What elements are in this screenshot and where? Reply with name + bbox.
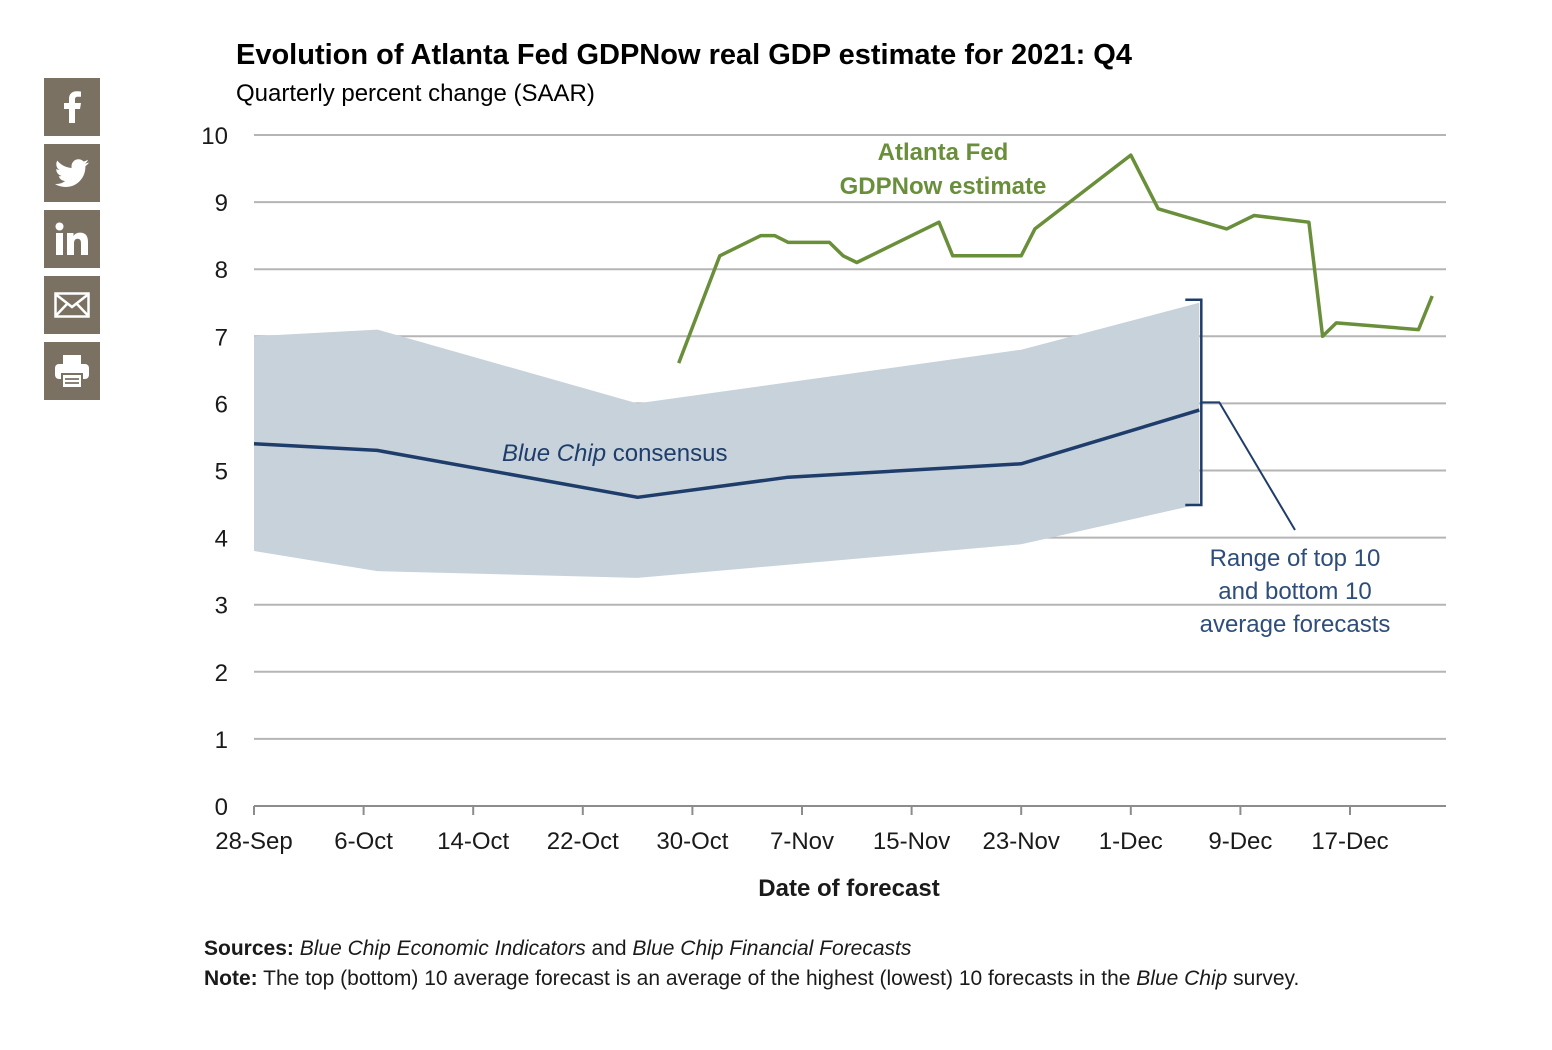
print-button[interactable] (44, 342, 100, 400)
linkedin-share-button[interactable] (44, 210, 100, 268)
gdpnow-label-line: GDPNow estimate (840, 173, 1047, 200)
range-band-area (254, 302, 1200, 578)
consensus-line (253, 408, 1200, 500)
gdpnow-label: Atlanta Fed GDPNow estimate (840, 139, 1047, 200)
share-bar (44, 78, 100, 408)
sources-and: and (585, 937, 633, 960)
x-tick-label: 15-Nov (873, 828, 950, 855)
range-label-line: average forecasts (1200, 611, 1391, 638)
y-tick-label: 1 (215, 727, 228, 754)
range-label-line: Range of top 10 (1210, 545, 1381, 572)
series-lines-layer (253, 153, 1434, 500)
range-label: Range of top 10 and bottom 10 average fore… (1200, 545, 1391, 638)
note-text-1: The top (bottom) 10 average forecast is … (257, 967, 1137, 990)
x-axis-label: Date of forecast (758, 875, 939, 902)
x-tick-label: 14-Oct (437, 828, 509, 855)
sources-line: Sources: Blue Chip Economic Indicators a… (204, 934, 1299, 964)
chart-notes: Sources: Blue Chip Economic Indicators a… (204, 934, 1299, 994)
note-text-2: survey. (1227, 967, 1300, 990)
y-tick-label: 4 (215, 526, 228, 553)
y-tick-label: 2 (215, 660, 228, 687)
x-tick-label: 23-Nov (983, 828, 1060, 855)
sources-text-2: Blue Chip Financial Forecasts (632, 937, 912, 960)
x-tick-label: 7-Nov (770, 828, 834, 855)
y-tick-label: 7 (215, 324, 228, 351)
gdpnow-label-line: Atlanta Fed (878, 139, 1009, 166)
annotations-layer: Atlanta Fed GDPNow estimate Blue Chip cons… (502, 139, 1390, 638)
sources-text-1: Blue Chip Economic Indicators (299, 937, 586, 960)
linkedin-icon (55, 222, 88, 255)
consensus-label: Blue Chip consensus (502, 440, 727, 467)
x-tick-label: 30-Oct (656, 828, 728, 855)
twitter-icon (54, 159, 89, 187)
x-tick-label: 28-Sep (215, 828, 292, 855)
y-axis: 0 1 2 3 4 5 6 7 8 9 10 (201, 123, 228, 821)
y-tick-label: 6 (215, 391, 228, 418)
range-band-layer (254, 298, 1203, 578)
chart-subtitle: Quarterly percent change (SAAR) (236, 80, 595, 107)
y-tick-label: 3 (215, 593, 228, 620)
y-tick-label: 0 (215, 794, 228, 821)
consensus-label-italic: Blue Chip (502, 440, 606, 467)
email-share-button[interactable] (44, 276, 100, 334)
x-tick-label: 6-Oct (334, 828, 393, 855)
range-leader-line (1201, 401, 1296, 531)
x-tick-label: 1-Dec (1099, 828, 1163, 855)
chart-title: Evolution of Atlanta Fed GDPNow real GDP… (236, 39, 1132, 71)
y-tick-label: 9 (215, 190, 228, 217)
sources-label: Sources: (204, 937, 294, 960)
x-tick-label: 9-Dec (1208, 828, 1272, 855)
x-tick-label: 17-Dec (1311, 828, 1388, 855)
note-label: Note: (204, 967, 258, 990)
twitter-share-button[interactable] (44, 144, 100, 202)
x-axis: 28-Sep 6-Oct 14-Oct 22-Oct 30-Oct 7-Nov 15-Nov… (215, 805, 1446, 855)
consensus-label-rest: consensus (606, 440, 727, 467)
email-icon (54, 292, 90, 318)
x-tick-label: 22-Oct (547, 828, 619, 855)
range-label-line: and bottom 10 (1218, 578, 1371, 605)
y-tick-label: 8 (215, 257, 228, 284)
y-tick-label: 10 (201, 123, 228, 150)
y-tick-label: 5 (215, 459, 228, 486)
print-icon (55, 355, 89, 389)
facebook-icon (64, 91, 81, 123)
note-text-italic: Blue Chip (1136, 967, 1228, 990)
gdpnow-line (677, 153, 1434, 364)
note-line: Note: The top (bottom) 10 average foreca… (204, 964, 1299, 994)
facebook-share-button[interactable] (44, 78, 100, 136)
gridlines (254, 134, 1446, 740)
